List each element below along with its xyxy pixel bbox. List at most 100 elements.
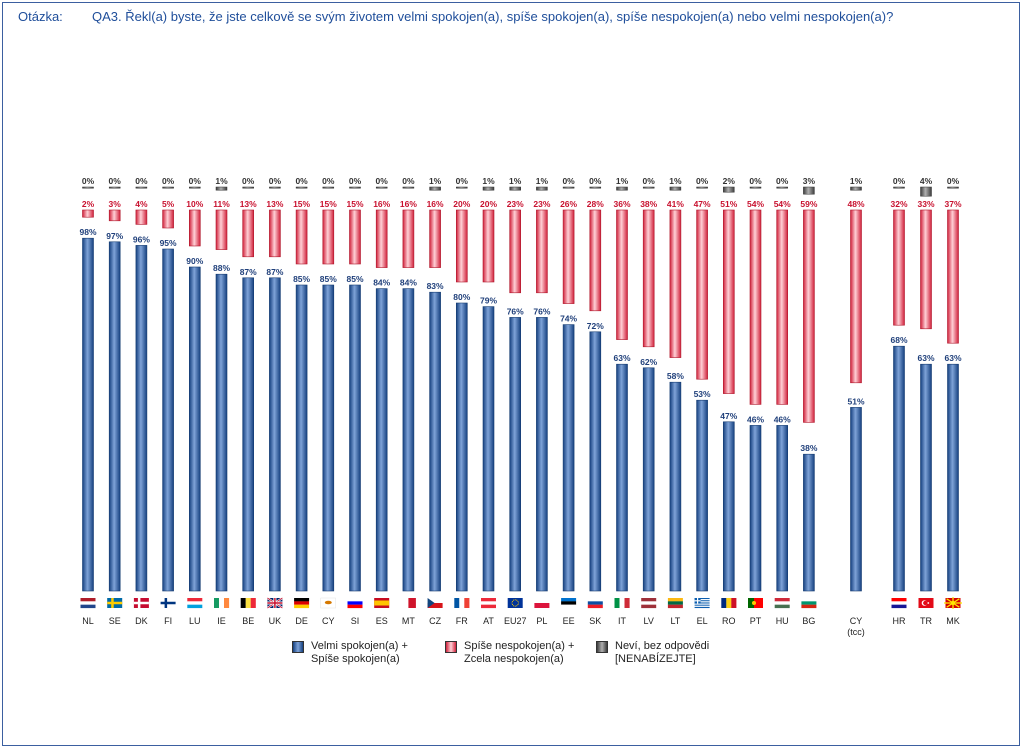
bar-dissatisfied-tr: [920, 209, 932, 330]
bar-satisfied-pl: [536, 317, 548, 592]
label-dontknow-si: 0%: [349, 176, 362, 186]
label-dissatisfied-eu27: 23%: [507, 199, 524, 209]
flag-icon-cy: [320, 597, 336, 609]
label-dissatisfied-cz: 16%: [427, 199, 444, 209]
bar-dissatisfied-pl: [536, 209, 548, 294]
label-dissatisfied-fr: 20%: [453, 199, 470, 209]
bar-dissatisfied-be: [242, 209, 254, 258]
bar-dissatisfied-cy: [322, 209, 335, 265]
label-dontknow-se: 0%: [109, 176, 122, 186]
label-dissatisfied-be: 13%: [240, 199, 257, 209]
bar-satisfied-dk: [135, 245, 148, 592]
label-satisfied-cy: 85%: [320, 274, 337, 284]
bar-dissatisfied-lu: [189, 209, 201, 247]
bar-satisfied-de: [295, 284, 308, 592]
label-dissatisfied-si: 15%: [346, 199, 363, 209]
label-dontknow-nl: 0%: [82, 176, 95, 186]
bar-satisfied-mk: [947, 363, 959, 592]
bar-dontknow-cz: [429, 186, 441, 191]
xtick-cytcc: CY: [850, 616, 863, 626]
label-dissatisfied-sk: 28%: [587, 199, 604, 209]
bar-dissatisfied-ro: [722, 209, 735, 394]
xtick-fi: FI: [164, 616, 172, 626]
xtick-hr: HR: [893, 616, 906, 626]
bar-dontknow-el: [696, 186, 708, 189]
label-dontknow-es: 0%: [376, 176, 389, 186]
label-dissatisfied-cy: 15%: [320, 199, 337, 209]
bar-dissatisfied-es: [375, 209, 388, 268]
bar-dontknow-ie: [215, 186, 228, 191]
label-dontknow-de: 0%: [295, 176, 308, 186]
label-dontknow-el: 0%: [696, 176, 709, 186]
bar-dissatisfied-sk: [589, 209, 602, 312]
bar-satisfied-es: [375, 288, 388, 592]
bar-satisfied-cy: [322, 284, 335, 592]
label-satisfied-fi: 95%: [160, 238, 177, 248]
flag-icon-be: [240, 598, 256, 608]
bar-satisfied-fr: [455, 302, 468, 592]
bar-satisfied-nl: [82, 237, 94, 592]
label-satisfied-ro: 47%: [720, 411, 737, 421]
label-satisfied-lv: 62%: [640, 357, 657, 367]
label-satisfied-lt: 58%: [667, 371, 684, 381]
bar-dissatisfied-pt: [749, 209, 762, 405]
bar-dissatisfied-it: [616, 209, 628, 340]
flag-icon-it: [614, 598, 630, 608]
bar-dontknow-cytcc: [850, 186, 862, 191]
label-dontknow-dk: 0%: [135, 176, 148, 186]
flag-icon-pt: [748, 598, 763, 608]
bar-dissatisfied-dk: [135, 209, 148, 225]
label-dissatisfied-cytcc: 48%: [847, 199, 864, 209]
bar-dontknow-ro: [723, 186, 735, 193]
flag-icon-bg: [801, 598, 817, 609]
flag-icon-sk: [587, 598, 603, 609]
label-satisfied-de: 85%: [293, 274, 310, 284]
bar-dissatisfied-at: [482, 209, 495, 283]
label-dontknow-be: 0%: [242, 176, 255, 186]
label-dontknow-mk: 0%: [947, 176, 960, 186]
label-satisfied-tr: 63%: [917, 353, 934, 363]
bar-dissatisfied-ee: [562, 209, 575, 304]
xtick-mt: MT: [402, 616, 415, 626]
bar-dissatisfied-el: [696, 209, 708, 380]
xtick-ie: IE: [217, 616, 226, 626]
flag-icon-cz: [427, 598, 443, 608]
bar-dissatisfied-de: [295, 209, 308, 265]
question-text: QA3. Řekl(a) byste, že jste celkově se s…: [92, 9, 894, 24]
label-satisfied-eu27: 76%: [507, 306, 524, 316]
label-dissatisfied-lv: 38%: [640, 199, 657, 209]
label-satisfied-at: 79%: [480, 296, 497, 306]
flag-icon-mt: [400, 598, 416, 608]
bar-satisfied-ee: [562, 324, 575, 592]
flag-icon-fr: [454, 598, 470, 608]
bar-satisfied-cytcc: [850, 407, 862, 592]
bar-satisfied-lu: [189, 266, 201, 592]
label-dissatisfied-fi: 5%: [162, 199, 175, 209]
label-satisfied-cz: 83%: [427, 281, 444, 291]
bar-satisfied-ie: [215, 273, 228, 592]
xtick-es: ES: [376, 616, 388, 626]
label-satisfied-cytcc: 51%: [847, 396, 864, 406]
label-satisfied-es: 84%: [373, 278, 390, 288]
bar-satisfied-mt: [402, 288, 415, 592]
label-dontknow-lu: 0%: [189, 176, 202, 186]
flag-icon-fi: [160, 598, 176, 608]
label-dissatisfied-ro: 51%: [720, 199, 737, 209]
xtick-eu27: EU27: [504, 616, 527, 626]
xtick-lu: LU: [189, 616, 201, 626]
xtick-bg: BG: [802, 616, 815, 626]
label-satisfied-mk: 63%: [944, 353, 961, 363]
bar-dontknow-tr: [920, 186, 932, 197]
flag-icon-uk: [266, 597, 283, 609]
xtick-it: IT: [618, 616, 627, 626]
label-dissatisfied-hu: 54%: [774, 199, 791, 209]
bar-dontknow-fr: [456, 186, 468, 189]
label-dontknow-lv: 0%: [643, 176, 656, 186]
legend-dontknow-line2: [NENABÍZEJTE]: [615, 653, 696, 665]
bar-dissatisfied-se: [108, 209, 121, 222]
bar-dissatisfied-hr: [893, 209, 905, 326]
label-satisfied-it: 63%: [613, 353, 630, 363]
xtick-tr: TR: [920, 616, 932, 626]
label-satisfied-fr: 80%: [453, 292, 470, 302]
